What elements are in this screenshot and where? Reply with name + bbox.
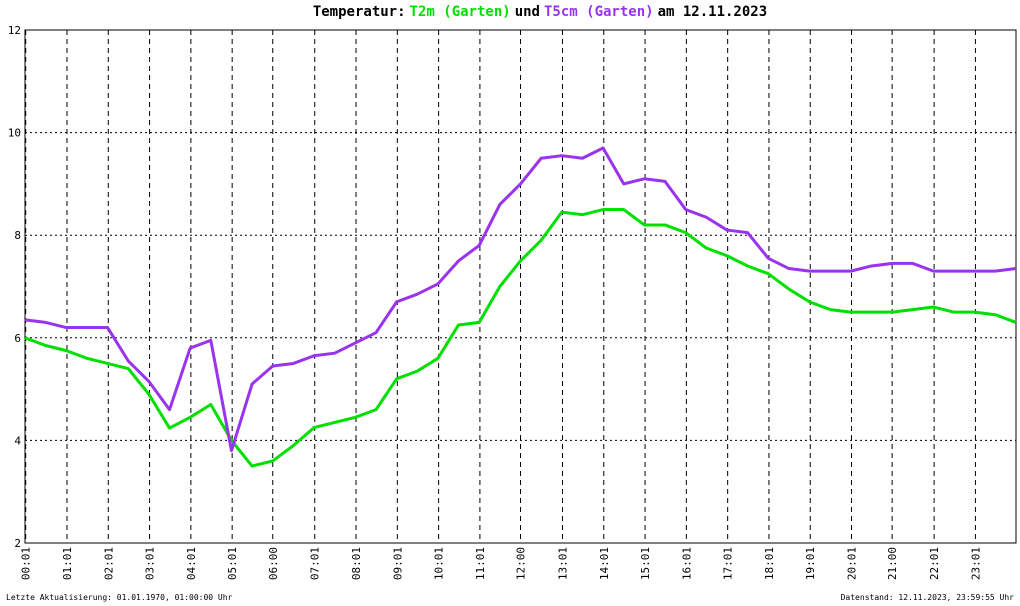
x-tick-label: 09:01 (391, 547, 404, 580)
x-tick-label: 18:01 (763, 547, 776, 580)
x-tick-label: 23:01 (969, 547, 982, 580)
x-tick-label: 16:01 (680, 547, 693, 580)
x-tick-label: 01:01 (61, 547, 74, 580)
footer-left: Letzte Aktualisierung: 01.01.1970, 01:00… (6, 593, 233, 602)
y-tick-label: 8 (14, 229, 21, 242)
y-tick-label: 10 (8, 127, 21, 140)
y-tick-label: 6 (14, 332, 21, 345)
x-tick-label: 03:01 (144, 547, 157, 580)
x-tick-label: 13:01 (556, 547, 569, 580)
x-tick-label: 21:00 (886, 547, 899, 580)
x-tick-label: 20:01 (846, 547, 859, 580)
x-tick-label: 17:01 (722, 547, 735, 580)
x-tick-label: 04:01 (185, 547, 198, 580)
series-line (24, 146, 1017, 453)
x-tick-label: 19:01 (804, 547, 817, 580)
x-tick-label: 05:01 (226, 547, 239, 580)
title-start: Temperatur: (312, 4, 406, 20)
x-tick-label: 11:01 (474, 547, 487, 580)
x-tick-label: 08:01 (350, 547, 363, 580)
x-tick-label: 00:01 (20, 547, 33, 580)
x-tick-label: 22:01 (928, 547, 941, 580)
x-tick-label: 02:01 (102, 547, 115, 580)
y-tick-label: 2 (14, 537, 21, 550)
y-tick-label: 12 (8, 24, 21, 37)
y-tick-label: 4 (14, 434, 21, 447)
plot-frame (24, 29, 1017, 544)
x-tick-label: 14:01 (598, 547, 611, 580)
x-tick-label: 07:01 (309, 547, 322, 580)
chart: 2 4 6 8 10 12 00:01 01:01 02:01 03:01 04:01 05:01 06… (8, 24, 1017, 580)
title-series-1: T2m (Garten) (409, 4, 511, 20)
chart-title: Temperatur: T2m (Garten) und T5cm (Garten) a… (0, 4, 1020, 20)
title-end: am 12.11.2023 (657, 4, 768, 20)
title-series-2: T5cm (Garten) (544, 4, 654, 20)
x-tick-label: 15:01 (639, 547, 652, 580)
x-tick-label: 06:00 (267, 547, 280, 580)
series-line (24, 208, 1017, 468)
title-middle: und (514, 4, 540, 20)
footer-right: Datenstand: 12.11.2023, 23:59:55 Uhr (840, 593, 1014, 602)
x-tick-label: 10:01 (433, 547, 446, 580)
x-tick-label: 12:00 (515, 547, 528, 580)
